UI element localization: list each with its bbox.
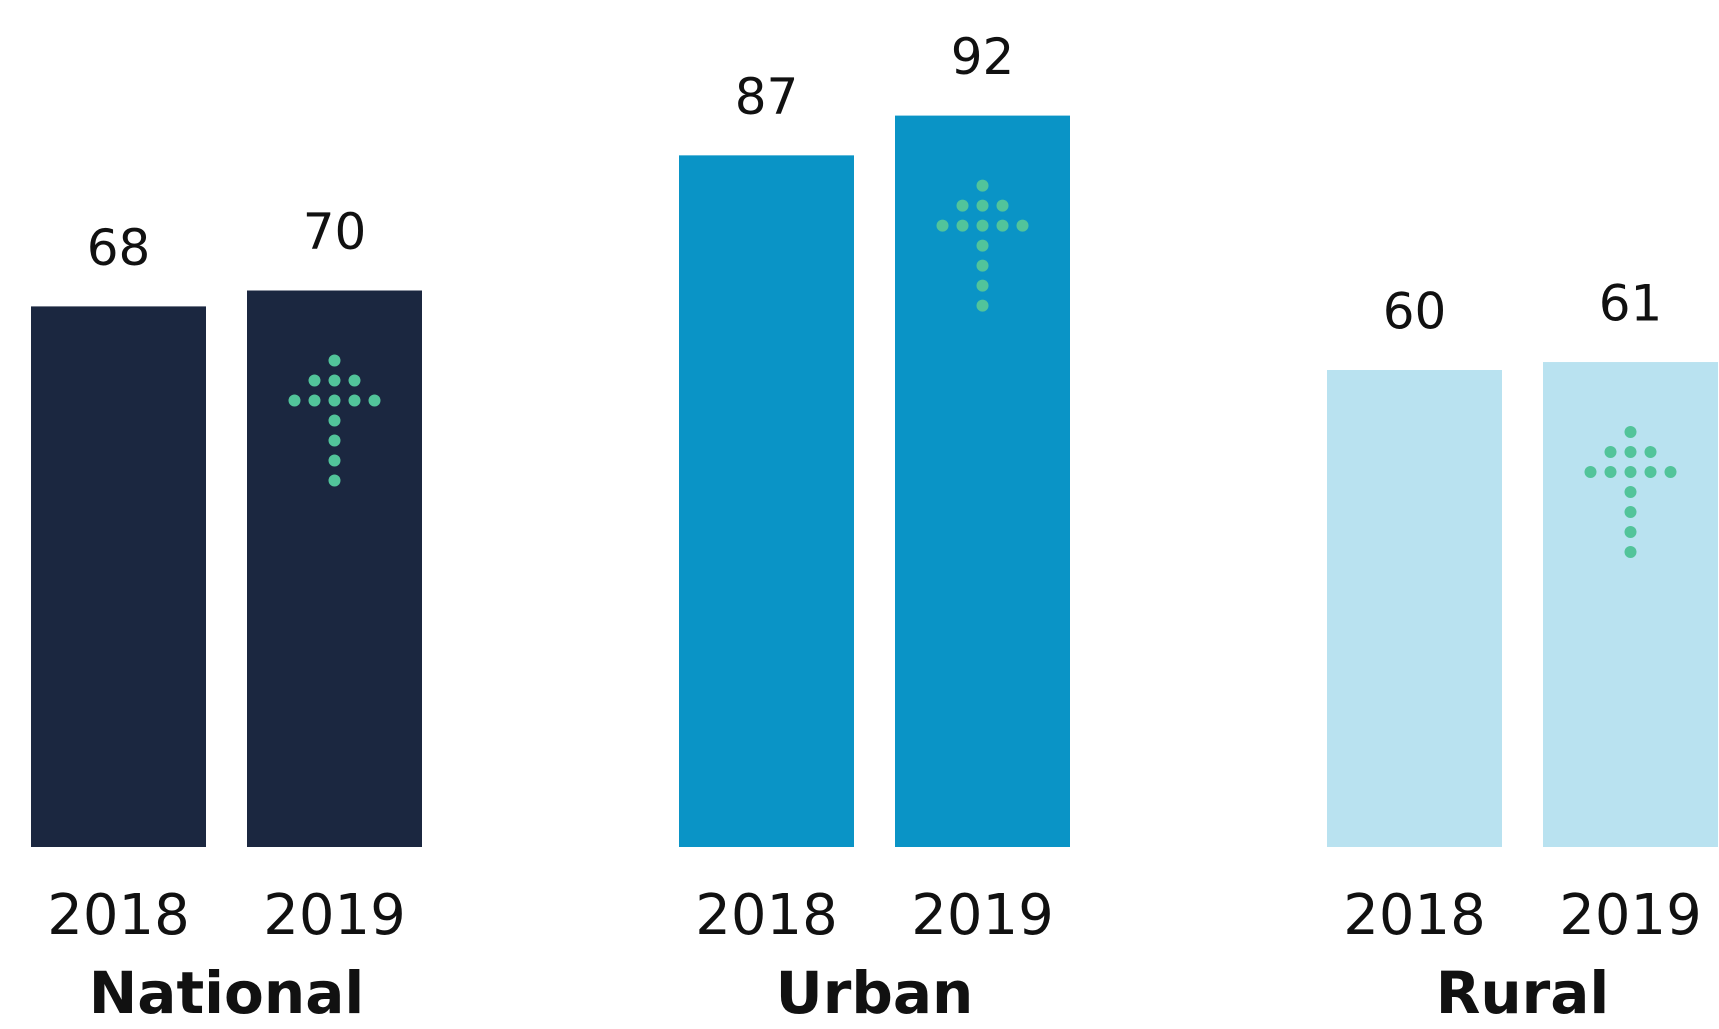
group-label: Rural [1436, 959, 1610, 1025]
x-tick-label: 2018 [47, 883, 190, 948]
arrow-dot [328, 414, 341, 427]
arrow-dot [328, 454, 341, 467]
x-tick-label: 2018 [695, 883, 838, 948]
value-label: 68 [87, 219, 151, 277]
arrow-dot [976, 259, 989, 272]
arrow-dot [348, 374, 361, 387]
arrow-dot [1624, 486, 1637, 499]
arrow-dot [328, 374, 341, 387]
arrow-dot [996, 219, 1009, 232]
arrow-dot [348, 394, 361, 407]
bar [1543, 362, 1718, 847]
value-label: 87 [735, 68, 799, 126]
arrow-dot [1664, 466, 1677, 479]
arrow-dot [976, 199, 989, 212]
bar [31, 306, 206, 847]
bar [679, 155, 854, 848]
arrow-dot [996, 199, 1009, 212]
arrow-dot [936, 219, 949, 232]
arrow-dot [328, 434, 341, 447]
arrow-dot [1624, 466, 1637, 479]
arrow-dot [1644, 446, 1657, 459]
bar [895, 115, 1070, 848]
value-label: 70 [303, 203, 367, 261]
x-tick-label: 2019 [911, 883, 1054, 948]
arrow-dot [976, 239, 989, 252]
bar [1327, 370, 1502, 847]
arrow-dot [976, 299, 989, 312]
arrow-dot [328, 354, 341, 367]
arrow-dot [1624, 506, 1637, 519]
arrow-dot [1584, 466, 1597, 479]
bar [247, 290, 422, 847]
value-label: 92 [951, 28, 1015, 86]
group-label: National [89, 959, 364, 1025]
group-label: Urban [776, 959, 974, 1025]
x-tick-label: 2019 [263, 883, 406, 948]
x-tick-label: 2018 [1343, 883, 1486, 948]
arrow-dot [1624, 526, 1637, 539]
arrow-dot [308, 374, 321, 387]
arrow-dot [308, 394, 321, 407]
arrow-dot [1604, 466, 1617, 479]
arrow-dot [976, 279, 989, 292]
arrow-dot [328, 474, 341, 487]
arrow-dot [976, 179, 989, 192]
value-label: 60 [1383, 283, 1447, 341]
arrow-dot [956, 219, 969, 232]
arrow-dot [368, 394, 381, 407]
arrow-dot [1644, 466, 1657, 479]
value-label: 61 [1599, 275, 1663, 333]
arrow-dot [1016, 219, 1029, 232]
arrow-dot [1624, 426, 1637, 439]
arrow-dot [328, 394, 341, 407]
arrow-dot [288, 394, 301, 407]
arrow-dot [976, 219, 989, 232]
arrow-dot [956, 199, 969, 212]
arrow-dot [1624, 546, 1637, 559]
x-tick-label: 2019 [1559, 883, 1702, 948]
arrow-dot [1624, 446, 1637, 459]
arrow-dot [1604, 446, 1617, 459]
